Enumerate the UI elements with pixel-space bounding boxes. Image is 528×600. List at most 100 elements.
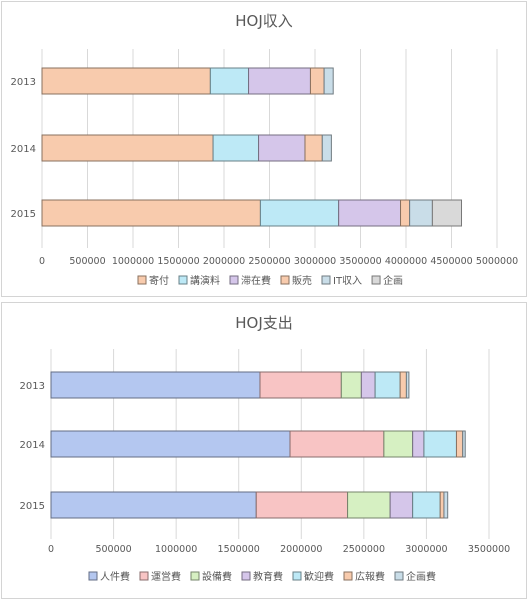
bar-segment (462, 430, 466, 458)
chart-title: HOJ収入 (235, 12, 293, 30)
legend-swatch (241, 571, 251, 581)
bar-segment (259, 199, 340, 227)
x-tick-label: 3500000 (468, 544, 510, 555)
bar-segment (374, 371, 401, 399)
legend-swatch (371, 275, 381, 285)
legend-label: 設備費 (202, 570, 232, 583)
x-tick-label: 500000 (95, 544, 131, 555)
x-tick-label: 1500000 (157, 256, 199, 267)
bar-segment (412, 430, 425, 458)
bar-segment (259, 371, 342, 399)
bar-segment (340, 371, 362, 399)
x-tick-label: 3000000 (405, 544, 447, 555)
legend-label: 広報費 (355, 570, 385, 583)
x-tick-label: 2000000 (280, 544, 322, 555)
chart-title: HOJ支出 (235, 314, 293, 332)
x-tick-label: 0 (48, 544, 54, 555)
legend-item: 人件費 (88, 570, 130, 583)
legend-item: 歓迎費 (292, 570, 334, 583)
bar-segment (399, 371, 407, 399)
legend-item: 教育費 (241, 570, 283, 583)
bar-segment (212, 134, 260, 162)
x-tick-label: 1500000 (218, 544, 260, 555)
legend-item: 運営費 (139, 570, 181, 583)
legend-item: 滞在費 (229, 274, 271, 287)
bar-segment (41, 134, 214, 162)
x-tick-label: 500000 (69, 256, 105, 267)
legend-item: 寄付 (137, 274, 169, 287)
legend-swatch (190, 571, 200, 581)
bar-segment (389, 491, 414, 519)
bar-segment (400, 199, 411, 227)
category-label: 2015 (11, 209, 36, 220)
bar-segment (309, 67, 325, 95)
legend-item: 販売 (280, 274, 312, 287)
bar-segment (455, 430, 464, 458)
bar-segment (338, 199, 402, 227)
legend-swatch (292, 571, 302, 581)
x-tick-label: 2500000 (343, 544, 385, 555)
x-tick-label: 2500000 (248, 256, 290, 267)
bar-segment (347, 491, 391, 519)
legend-label: 教育費 (253, 570, 283, 583)
bar-segment (50, 371, 261, 399)
category-label: 2014 (11, 144, 36, 155)
bar-segment (41, 67, 211, 95)
expense-chart: HOJ支出 2013 2014 2015 0 500000 1000000 1500000… (20, 314, 511, 583)
legend-swatch (229, 275, 239, 285)
x-tick-label: 3000000 (294, 256, 336, 267)
bar-segment (323, 67, 334, 95)
bar-segment (405, 371, 410, 399)
category-label: 2013 (11, 77, 36, 88)
legend-item: 講演料 (178, 274, 220, 287)
legend-item: 広報費 (343, 570, 385, 583)
bar-segment (383, 430, 414, 458)
legend-swatch (88, 571, 98, 581)
bar-segment (423, 430, 457, 458)
legend-label: 滞在費 (241, 274, 271, 287)
legend-item: 企画費 (394, 570, 436, 583)
legend-swatch (321, 275, 331, 285)
income-chart-panel: HOJ収入 2013 2014 2015 0 500000 1000000 1500000… (1, 1, 527, 297)
bar-segment (258, 134, 306, 162)
bar-segment (255, 491, 349, 519)
bar-segment (360, 371, 376, 399)
legend-label: 歓迎費 (304, 570, 334, 583)
category-label: 2013 (20, 381, 45, 392)
income-chart: HOJ収入 2013 2014 2015 0 500000 1000000 1500000… (11, 12, 519, 287)
legend-item: IT収入 (321, 275, 362, 287)
x-tick-label: 1000000 (112, 256, 154, 267)
legend-swatch (343, 571, 353, 581)
x-tick-label: 0 (39, 256, 45, 267)
legend-label: 人件費 (100, 570, 130, 583)
bar-segment (409, 199, 433, 227)
category-label: 2015 (20, 501, 45, 512)
legend-label: 企画 (383, 274, 403, 287)
x-tick-label: 4500000 (430, 256, 472, 267)
x-tick-label: 4000000 (385, 256, 427, 267)
x-tick-label: 2000000 (203, 256, 245, 267)
bar-segment (321, 134, 332, 162)
legend-label: 企画費 (406, 570, 436, 583)
legend-item: 企画 (371, 274, 403, 287)
category-label: 2014 (20, 440, 45, 451)
bar-segment (412, 491, 441, 519)
legend-swatch (280, 275, 290, 285)
bar-segment (209, 67, 250, 95)
legend-label: 運営費 (151, 570, 181, 583)
legend-item: 設備費 (190, 570, 232, 583)
legend-swatch (137, 275, 147, 285)
x-tick-label: 3500000 (339, 256, 381, 267)
expense-chart-panel: HOJ支出 2013 2014 2015 0 500000 1000000 1500000… (1, 302, 527, 599)
x-tick-label: 1000000 (155, 544, 197, 555)
legend-label: IT収入 (333, 275, 362, 287)
legend-swatch (178, 275, 188, 285)
legend-swatch (394, 571, 404, 581)
legend-label: 講演料 (190, 274, 220, 287)
bar-segment (50, 430, 291, 458)
bar-segment (439, 491, 445, 519)
legend-label: 寄付 (149, 274, 169, 287)
bar-segment (248, 67, 311, 95)
bar-segment (304, 134, 323, 162)
bar-segment (431, 199, 463, 227)
